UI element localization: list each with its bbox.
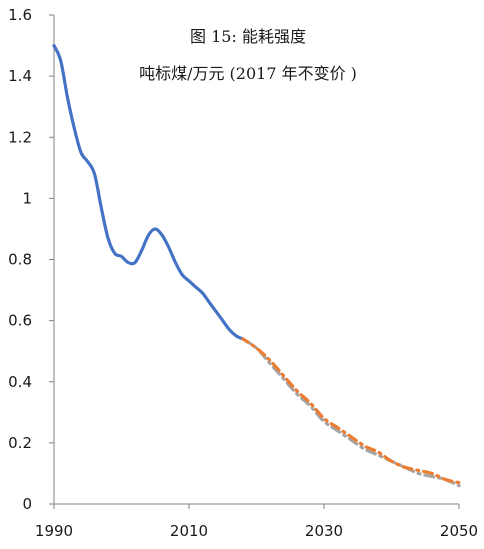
y-tick-label: 0.4 (8, 373, 32, 391)
chart-series (52, 43, 461, 488)
y-tick-label: 1 (22, 189, 32, 207)
y-tick-label: 1.6 (8, 6, 32, 24)
projection-series-line-2 (241, 337, 461, 485)
y-tick-label: 0.6 (8, 312, 32, 330)
y-tick-label: 1.4 (8, 67, 32, 85)
y-tick-label: 0 (22, 495, 32, 513)
chart-title: 图 15: 能耗强度 (190, 27, 306, 46)
chart-ticks: 0 0.2 0.4 0.6 0.8 1 1.2 1.4 1.6 1990 2010 2030 2050 (8, 6, 478, 540)
chart-axes (53, 15, 459, 505)
x-tick-label: 2030 (305, 522, 343, 540)
historical-series-line (52, 43, 245, 341)
y-tick-label: 0.2 (8, 434, 32, 452)
projection-series-line-1 (241, 337, 461, 488)
y-tick-label: 1.2 (8, 128, 32, 146)
x-tick-label: 2050 (440, 522, 478, 540)
y-tick-label: 0.8 (8, 251, 32, 269)
x-tick-label: 2010 (170, 522, 208, 540)
chart-subtitle: 吨标煤/万元 (2017 年不变价 ) (139, 64, 357, 83)
x-tick-label: 1990 (35, 522, 73, 540)
